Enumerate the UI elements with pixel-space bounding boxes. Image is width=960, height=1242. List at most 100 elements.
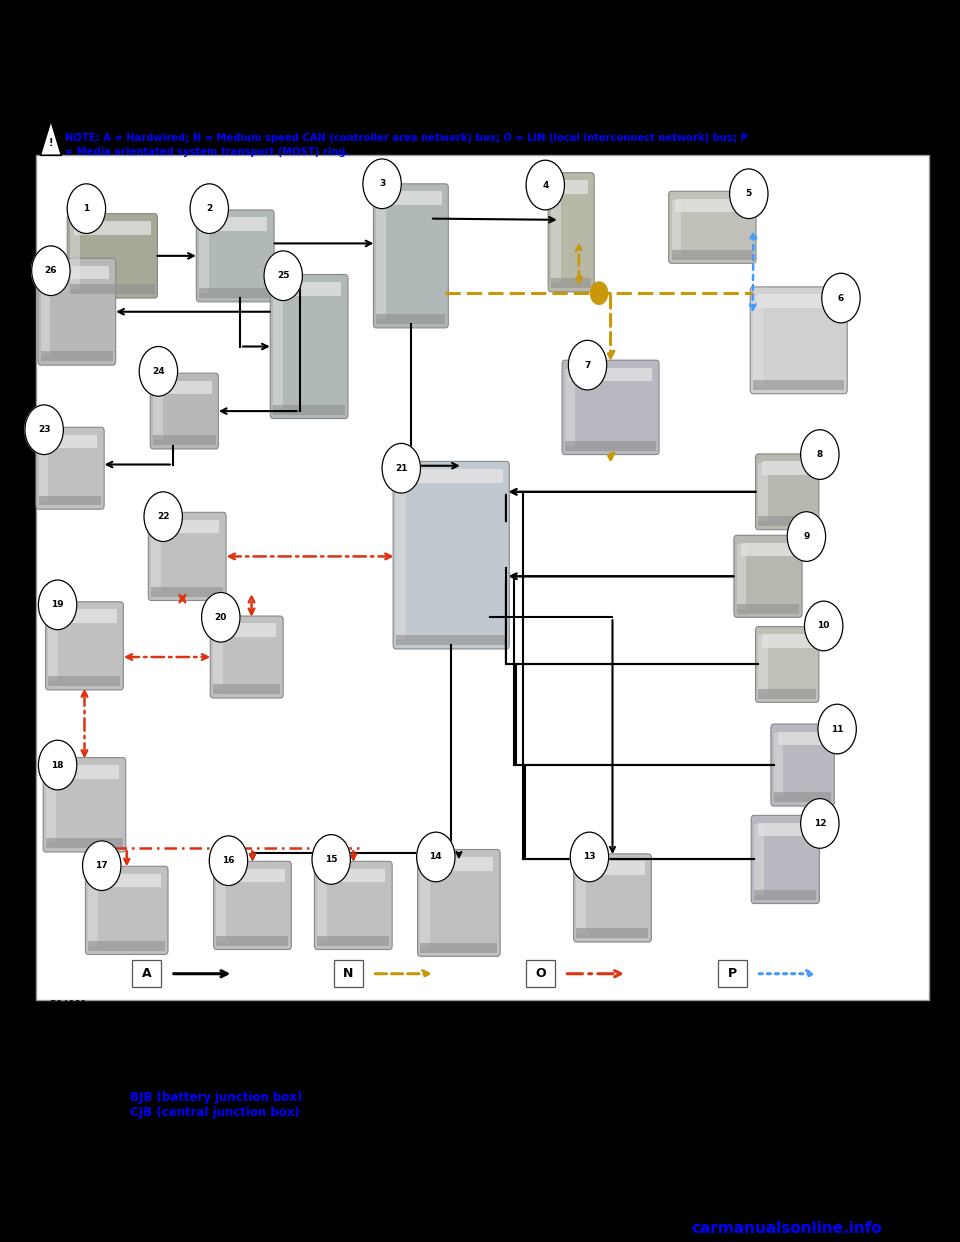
Bar	[36, 155, 929, 1000]
Circle shape	[38, 740, 77, 790]
Bar	[46, 766, 56, 843]
Bar	[551, 181, 561, 283]
Circle shape	[818, 704, 856, 754]
Bar	[70, 284, 155, 294]
Bar	[88, 941, 165, 951]
Circle shape	[312, 835, 350, 884]
Bar	[132, 960, 161, 987]
Bar	[44, 266, 109, 279]
Bar	[217, 623, 276, 637]
FancyBboxPatch shape	[771, 724, 834, 806]
Circle shape	[730, 169, 768, 219]
FancyBboxPatch shape	[548, 173, 594, 292]
Text: 8: 8	[817, 450, 823, 460]
FancyBboxPatch shape	[38, 258, 115, 365]
Bar	[380, 191, 442, 205]
Bar	[317, 869, 326, 941]
Bar	[38, 496, 102, 505]
Bar	[273, 405, 346, 415]
Text: NOTE: A = Hardwired; N = Medium speed CAN (controller area network) bus; O = LIN: NOTE: A = Hardwired; N = Medium speed CA…	[65, 133, 748, 143]
Circle shape	[209, 836, 248, 886]
Bar	[213, 625, 223, 689]
Circle shape	[804, 601, 843, 651]
Text: 13: 13	[583, 852, 596, 862]
Text: 22: 22	[156, 512, 170, 522]
Circle shape	[363, 159, 401, 209]
Circle shape	[67, 184, 106, 233]
Text: carmanualsonline.info: carmanualsonline.info	[691, 1221, 882, 1236]
Bar	[778, 732, 828, 745]
FancyBboxPatch shape	[45, 601, 123, 691]
Bar	[753, 296, 762, 385]
Circle shape	[801, 799, 839, 848]
Text: 12: 12	[813, 818, 827, 828]
FancyBboxPatch shape	[271, 274, 348, 419]
FancyBboxPatch shape	[43, 758, 126, 852]
Circle shape	[568, 340, 607, 390]
Bar	[52, 610, 117, 623]
Text: 18: 18	[51, 760, 64, 770]
FancyBboxPatch shape	[67, 214, 157, 298]
Circle shape	[264, 251, 302, 301]
FancyBboxPatch shape	[756, 453, 819, 529]
Bar	[48, 676, 121, 686]
FancyBboxPatch shape	[150, 373, 219, 448]
Bar	[756, 294, 841, 308]
Bar	[213, 684, 280, 694]
Circle shape	[570, 832, 609, 882]
Text: 21: 21	[395, 463, 408, 473]
Text: A: A	[142, 968, 152, 980]
Bar	[74, 221, 151, 235]
Bar	[754, 889, 816, 899]
Bar	[88, 874, 98, 946]
Bar	[154, 381, 163, 440]
FancyBboxPatch shape	[394, 461, 509, 648]
FancyBboxPatch shape	[751, 287, 847, 394]
Bar	[277, 282, 342, 296]
Bar	[555, 180, 588, 194]
Polygon shape	[40, 120, 61, 155]
Bar	[576, 862, 586, 934]
Bar	[151, 520, 161, 591]
Bar	[420, 858, 430, 948]
Bar	[672, 200, 682, 255]
Bar	[155, 519, 219, 534]
Circle shape	[787, 512, 826, 561]
FancyBboxPatch shape	[563, 360, 659, 455]
Circle shape	[202, 592, 240, 642]
Bar	[200, 288, 271, 298]
Text: BJB (battery junction box): BJB (battery junction box)	[130, 1092, 301, 1104]
Circle shape	[38, 580, 77, 630]
FancyBboxPatch shape	[85, 867, 168, 954]
Bar	[753, 380, 845, 390]
Text: 11: 11	[830, 724, 844, 734]
FancyBboxPatch shape	[751, 816, 819, 904]
Bar	[334, 960, 363, 987]
Text: 6: 6	[838, 293, 844, 303]
Text: !: !	[49, 138, 53, 148]
Bar	[376, 193, 386, 319]
Bar	[399, 468, 503, 482]
Text: 17: 17	[95, 861, 108, 871]
Circle shape	[382, 443, 420, 493]
Bar	[580, 862, 645, 874]
Bar	[154, 435, 215, 445]
Bar	[42, 435, 98, 448]
Bar	[151, 586, 223, 596]
Bar	[718, 960, 747, 987]
Bar	[70, 222, 80, 289]
Text: 19: 19	[51, 600, 64, 610]
Bar	[576, 929, 649, 939]
Bar	[273, 283, 283, 410]
Text: 5: 5	[746, 189, 752, 199]
Bar	[217, 869, 227, 941]
Bar	[200, 219, 209, 293]
FancyBboxPatch shape	[756, 627, 819, 703]
Bar	[321, 869, 385, 882]
Circle shape	[25, 405, 63, 455]
Bar	[551, 278, 591, 288]
FancyBboxPatch shape	[210, 616, 283, 698]
Circle shape	[32, 246, 70, 296]
FancyBboxPatch shape	[213, 862, 292, 949]
Bar	[50, 765, 119, 779]
